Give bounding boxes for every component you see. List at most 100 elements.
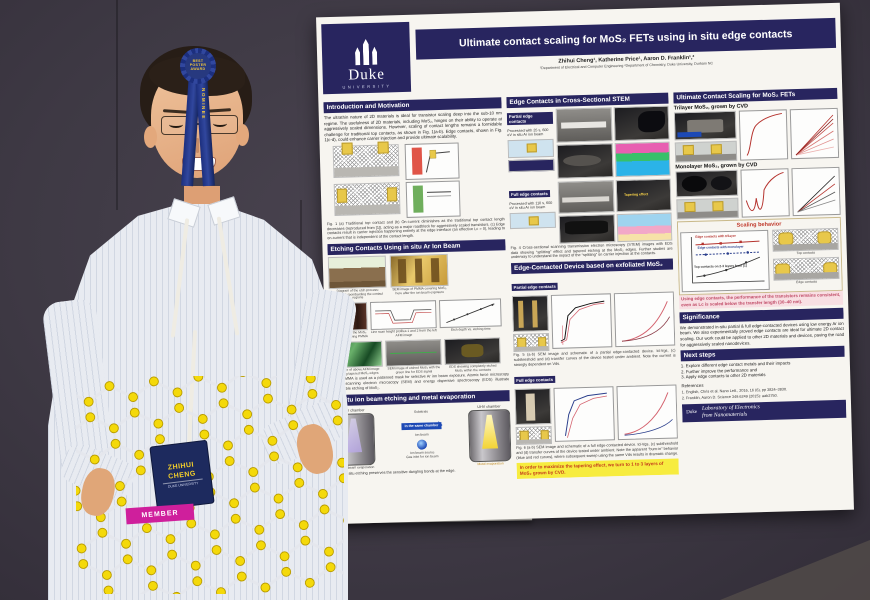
lab-name: Laboratory of Electronics from Nanomater… [701, 404, 760, 419]
full-edge-label: Full edge contacts [508, 189, 550, 199]
device-full-row [514, 384, 678, 446]
scaling-plot: Edge contacts with trilayer Edge contact… [680, 229, 770, 293]
eds-etched-image [444, 337, 501, 365]
trilayer-sem-1 [673, 110, 737, 141]
partial-edge-label: Partial edge contacts [506, 111, 554, 126]
etch-fig-g: SEM image of etched MoS₂ with the green … [385, 338, 442, 375]
stem-image-4 [557, 180, 615, 214]
cvd-highlight-box: In order to maximize the tapering effect… [516, 458, 679, 479]
scaling-schematics: Top contacts Edge contacts [772, 227, 840, 290]
stem-full-images: Tapering effect [557, 178, 673, 244]
transfer-plot-full [616, 384, 678, 441]
subthreshold-plot-partial [550, 293, 613, 350]
fig1a-top-contact-schematic [332, 141, 400, 178]
device-partial-label: Partial edge contacts [511, 282, 558, 292]
figure1-row-a [332, 141, 504, 182]
stem-full-info: Full edge contacts Processed with 110 s,… [508, 182, 557, 245]
person-eye-left [169, 121, 183, 128]
monolayer-sem-1 [675, 169, 739, 198]
top-contacts-schematic [772, 227, 839, 252]
scaling-behavior-box: Scaling behavior Edge contacts with tril… [676, 216, 843, 296]
line-scan-plot [369, 300, 437, 331]
duke-wordmark: Duke [348, 66, 386, 84]
trilayer-output-plot [789, 107, 840, 160]
insitu-diagram: UHV chamber Electron beam evaporation Su… [332, 403, 512, 471]
scaling-content: Edge contacts with trilayer Edge contact… [680, 227, 840, 293]
monolayer-schematic [676, 197, 739, 220]
trilayer-images [673, 110, 738, 163]
same-chamber-arrow: In the same chamber [401, 421, 442, 430]
duke-university-label: UNIVERSITY [342, 83, 392, 90]
monolayer-images [675, 169, 739, 220]
etch-process-diagram [327, 255, 387, 289]
etching-row2: AFM image of the MoS₂ film after removin… [329, 298, 508, 340]
full-schematic [509, 211, 556, 229]
poster-column-left: Introduction and Motivation The ultrathi… [323, 94, 512, 484]
significance-text: We demonstrated in-situ partial & full e… [679, 320, 845, 347]
etch-fig-b: SEM image of PMMA covering MoS₂, here af… [389, 253, 449, 300]
eds-map-image [614, 141, 671, 178]
fig1-caption: Fig. 1 (a) Traditional top contact and (… [326, 217, 506, 241]
poster-column-middle: Edge Contacts in Cross-Sectional STEM Pa… [506, 90, 679, 479]
person-eye-right [213, 120, 227, 127]
board-seam [116, 0, 118, 210]
person-nose [196, 138, 199, 153]
etching-row1: Diagram of the etch process: selectively… [327, 252, 507, 301]
person-ear-left [144, 126, 157, 148]
device-partial-images [511, 295, 550, 353]
etch-depth-plot [438, 298, 502, 329]
device-full-images [514, 388, 553, 446]
title-block: Ultimate contact scaling for MoS₂ FETs u… [415, 10, 837, 74]
afm-pmma-image [389, 253, 449, 288]
fig1c-edge-contact-schematic [333, 182, 401, 216]
etch-fig-h: EDS showing completely etched MoS₂ withi… [444, 337, 501, 373]
trilayer-row [673, 107, 840, 163]
figure1-row-c [333, 179, 505, 220]
research-poster: Duke UNIVERSITY Ultimate contact scaling… [316, 2, 854, 525]
transfer-plot-partial [613, 291, 676, 348]
device-partial-row [511, 291, 676, 353]
sem-etched-image [385, 338, 442, 367]
section-header-device: Edge-Contacted Device based on exfoliate… [510, 258, 674, 275]
stem-partial-images [555, 105, 671, 179]
etch-fig-d: Line scan height profiles 1 and 2 from t… [369, 300, 437, 338]
ion-beam-source-icon [416, 439, 428, 450]
evap-chamber-graphic [468, 409, 512, 463]
edge-contacts-schematic [772, 256, 840, 281]
floor-edge [720, 540, 870, 600]
device-schematic-2 [515, 426, 553, 446]
poster-column-right: Ultimate Contact Scaling for MoS₂ FETs T… [673, 85, 848, 474]
eds-map-image-2 [616, 212, 673, 243]
monolayer-output-plot [791, 166, 841, 217]
person-ear-right [236, 124, 249, 146]
stem-image-3 [556, 143, 614, 179]
ribbon-nominee-text: NOMINEE [201, 88, 206, 120]
etching-row3: 3D profile of above AFM image showing ta… [330, 337, 509, 377]
duke-chapel-icon [353, 39, 380, 66]
edge-contacts-label: Edge contacts [796, 279, 818, 284]
stem-partial-block: Partial edge contacts Processed with 25 … [506, 105, 671, 180]
stem-image-2 [613, 105, 670, 142]
footer-duke-logo: Duke [686, 410, 698, 416]
partial-schematic [507, 138, 555, 158]
stem-partial-info: Partial edge contacts Processed with 25 … [506, 109, 555, 180]
stem-image-1 [555, 107, 613, 143]
stem-tapering-image: Tapering effect [615, 178, 672, 213]
fig1b-on-current-plot [404, 142, 460, 180]
lab-footer: Duke Laboratory of Electronics from Nano… [681, 399, 847, 423]
name-badge: ZHIHUI CHENG DUKE UNIVERSITY [149, 439, 215, 511]
subthreshold-plot-full [553, 386, 615, 443]
ribbon-rosette-center: BEST POSTER AWARD [185, 53, 211, 79]
top-contacts-label: Top contacts [796, 250, 816, 256]
stem-image-5 [558, 214, 615, 244]
stem-full-block: Full edge contacts Processed with 110 s,… [508, 178, 673, 245]
monolayer-row [675, 166, 841, 220]
device-schematic [512, 333, 550, 353]
intro-text: The ultrathin nature of 2D materials is … [323, 110, 503, 143]
fig1d-edge-current-plot [405, 180, 461, 218]
award-ribbon: NOMINEE BEST POSTER AWARD [178, 48, 218, 190]
device-sem-image-2 [514, 388, 552, 426]
partial-schematic-2 [508, 158, 555, 172]
duke-logo: Duke UNIVERSITY [321, 21, 412, 95]
